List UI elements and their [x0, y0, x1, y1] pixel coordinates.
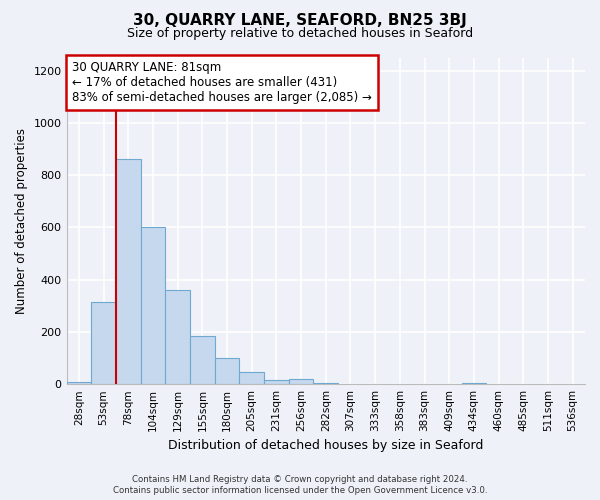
- Bar: [165, 290, 190, 384]
- Bar: [461, 383, 486, 384]
- Text: Contains HM Land Registry data © Crown copyright and database right 2024.: Contains HM Land Registry data © Crown c…: [132, 475, 468, 484]
- Text: Size of property relative to detached houses in Seaford: Size of property relative to detached ho…: [127, 28, 473, 40]
- Bar: [91, 302, 116, 384]
- Y-axis label: Number of detached properties: Number of detached properties: [15, 128, 28, 314]
- X-axis label: Distribution of detached houses by size in Seaford: Distribution of detached houses by size …: [168, 440, 484, 452]
- Bar: [289, 379, 313, 384]
- Text: Contains public sector information licensed under the Open Government Licence v3: Contains public sector information licen…: [113, 486, 487, 495]
- Bar: [313, 383, 338, 384]
- Bar: [116, 160, 140, 384]
- Bar: [215, 358, 239, 384]
- Text: 30, QUARRY LANE, SEAFORD, BN25 3BJ: 30, QUARRY LANE, SEAFORD, BN25 3BJ: [133, 12, 467, 28]
- Bar: [67, 382, 91, 384]
- Bar: [264, 380, 289, 384]
- Bar: [190, 336, 215, 384]
- Text: 30 QUARRY LANE: 81sqm
← 17% of detached houses are smaller (431)
83% of semi-det: 30 QUARRY LANE: 81sqm ← 17% of detached …: [72, 61, 371, 104]
- Bar: [239, 372, 264, 384]
- Bar: [140, 228, 165, 384]
